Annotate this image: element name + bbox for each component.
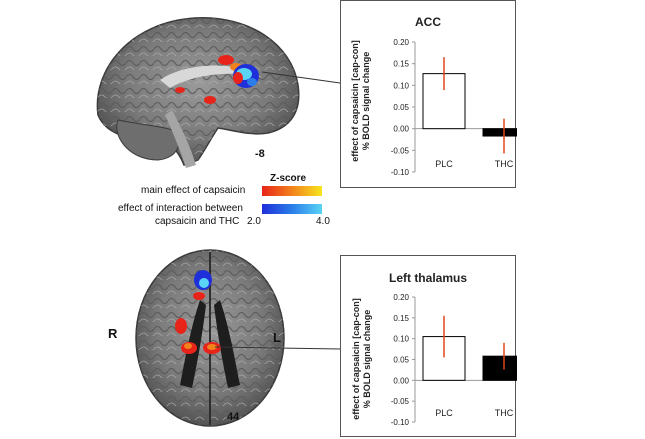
thalamus-x-tick-label: PLC [435, 408, 453, 418]
sagittal-slice-label: -8 [255, 148, 265, 160]
axial-slice [135, 249, 285, 427]
left-hemisphere-label: L [273, 330, 281, 345]
zscore-min: 2.0 [247, 216, 261, 227]
thalamus-y-tick-label: 0.05 [393, 356, 409, 365]
interaction-label-line1: effect of interaction between [118, 203, 243, 214]
thalamus-bar-thc [482, 355, 517, 381]
thalamus-y-tick-label: -0.10 [391, 418, 410, 427]
acc-y-tick-label: -0.10 [391, 168, 410, 177]
main-effect-colorbar [262, 186, 322, 196]
axial-slice-label: 44 [227, 411, 240, 423]
acc-chart: ACC effect of capsaicin [cap-con] % BOLD… [340, 0, 517, 188]
thalamus-y-tick-label: -0.05 [391, 397, 410, 406]
interaction-colorbar [262, 204, 322, 214]
acc-chart-title: ACC [415, 15, 441, 29]
thalamus-chart: Left thalamus effect of capsaicin [cap-c… [340, 255, 517, 437]
acc-y-tick-label: 0.05 [393, 103, 409, 112]
thalamus-plot: 0.20 0.15 0.10 0.05 0.00 -0.05 -0.10 PLC THC [391, 293, 517, 427]
acc-bar-thc [482, 128, 517, 137]
acc-plot: 0.20 0.15 0.10 0.05 0.00 -0.05 -0.10 PLC THC [391, 38, 517, 177]
sagittal-slice [96, 17, 300, 168]
zscore-title: Z-score [270, 173, 307, 184]
thalamus-y-tick-label: 0.00 [393, 376, 409, 385]
main-effect-label: main effect of capsaicin [141, 185, 246, 196]
acc-y-tick-label: 0.20 [393, 38, 409, 47]
thalamus-y-tick-label: 0.20 [393, 293, 409, 302]
acc-x-tick-label: THC [495, 159, 514, 169]
thalamus-y-tick-label: 0.10 [393, 335, 409, 344]
zscore-max: 4.0 [316, 216, 330, 227]
thalamus-y-tick-label: 0.15 [393, 314, 409, 323]
acc-y-tick-label: 0.00 [393, 125, 409, 134]
acc-x-tick-label: PLC [435, 159, 453, 169]
thalamus-chart-title: Left thalamus [388, 271, 467, 285]
acc-y-tick-label: 0.10 [393, 81, 409, 90]
thalamus-x-tick-label: THC [495, 408, 514, 418]
right-hemisphere-label: R [108, 326, 118, 341]
interaction-label-line2: capsaicin and THC [155, 216, 240, 227]
acc-y-tick-label: -0.05 [391, 146, 410, 155]
acc-y-tick-label: 0.15 [393, 60, 409, 69]
